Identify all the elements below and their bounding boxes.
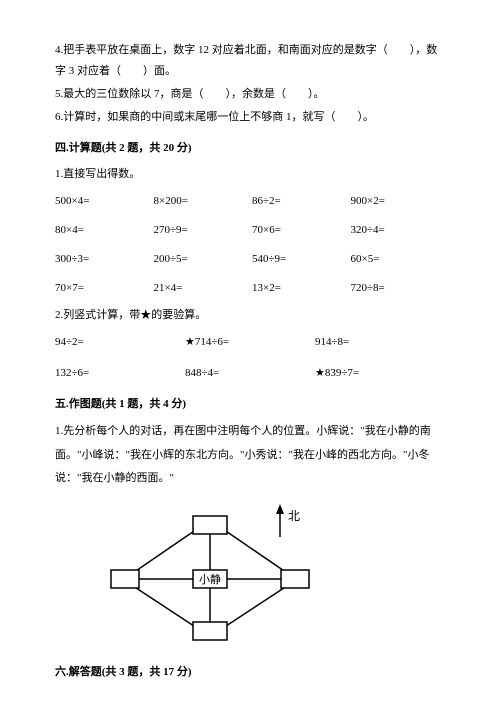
col-cell: ★839÷7= [315,363,445,384]
col-cell: ★714÷6= [185,332,315,353]
column-calc-grid: 94÷2= ★714÷6= 914÷8= 132÷6= 848÷4= ★839÷… [55,332,445,384]
calc-cell: 320÷4= [351,220,446,241]
calc-grid: 500×4= 8×200= 86÷2= 900×2= 80×4= 270÷9= … [55,191,445,299]
calc-cell: 21×4= [154,278,249,299]
center-label: 小静 [199,572,221,586]
calc-cell: 70×7= [55,278,150,299]
calc-cell: 500×4= [55,191,150,212]
calc-cell: 8×200= [154,191,249,212]
fill-question-5: 5.最大的三位数除以 7，商是（ ），余数是（ ）。 [55,84,445,105]
calc-cell: 80×4= [55,220,150,241]
calc-cell: 86÷2= [252,191,347,212]
node-bottom [193,622,227,640]
calc-cell: 720÷8= [351,278,446,299]
calc-question-2: 2.列竖式计算，带★的要验算。 [55,305,445,326]
node-top [193,516,227,534]
calc-cell: 300÷3= [55,249,150,270]
node-left [111,570,139,588]
position-diagram: 北 小静 [105,502,345,652]
section-6-header: 六.解答题(共 3 题，共 17 分) [55,662,445,683]
section-4-header: 四.计算题(共 2 题，共 20 分) [55,138,445,159]
col-cell: 94÷2= [55,332,185,353]
calc-cell: 60×5= [351,249,446,270]
fill-question-6: 6.计算时，如果商的中间或末尾哪一位上不够商 1，就写（ ）。 [55,107,445,128]
calc-cell: 900×2= [351,191,446,212]
fill-question-4: 4.把手表平放在桌面上，数字 12 对应着北面，和南面对应的是数字（ ），数字 … [55,40,445,82]
calc-cell: 70×6= [252,220,347,241]
calc-cell: 200÷5= [154,249,249,270]
north-label: 北 [288,509,300,523]
col-cell: 132÷6= [55,363,185,384]
section-5-header: 五.作图题(共 1 题，共 4 分) [55,394,445,415]
calc-cell: 13×2= [252,278,347,299]
calc-cell: 270÷9= [154,220,249,241]
node-right [281,570,309,588]
draw-question-1: 1.先分析每个人的对话，再在图中注明每个人的位置。小辉说："我在小静的南面。"小… [55,420,445,489]
col-cell: 914÷8= [315,332,445,353]
calc-cell: 540÷9= [252,249,347,270]
page: 4.把手表平放在桌面上，数字 12 对应着北面，和南面对应的是数字（ ），数字 … [0,0,500,707]
col-cell: 848÷4= [185,363,315,384]
calc-question-1: 1.直接写出得数。 [55,164,445,185]
